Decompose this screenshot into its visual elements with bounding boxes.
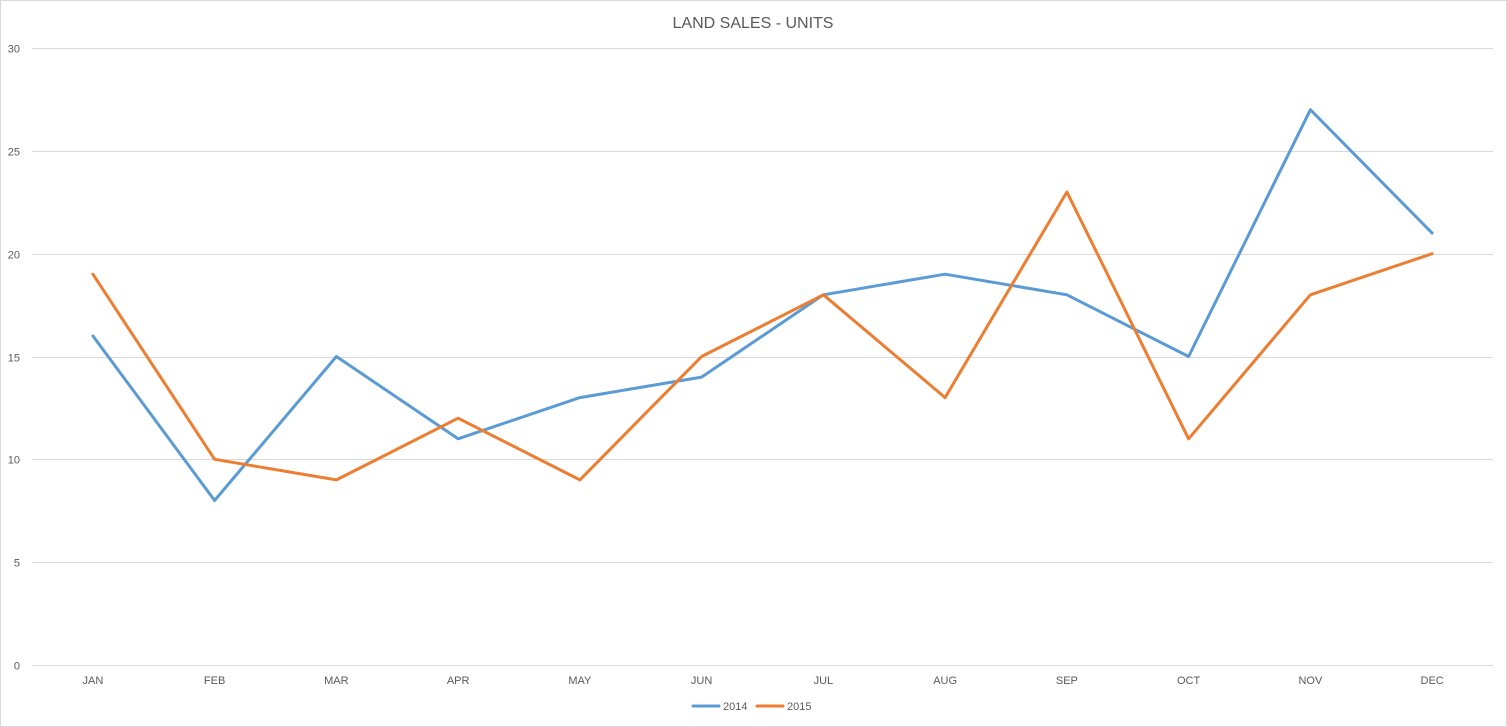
x-tick-label: AUG: [933, 675, 957, 687]
legend-label-2015: 2015: [787, 701, 811, 713]
x-tick-label: JUN: [691, 675, 712, 687]
y-tick-label: 15: [8, 353, 20, 365]
legend: 2014 2015: [691, 701, 811, 713]
y-tick-label: 0: [14, 661, 20, 673]
x-tick-label: MAY: [568, 675, 592, 687]
x-tick-label: JUL: [814, 675, 834, 687]
x-tick-label: OCT: [1177, 675, 1201, 687]
series-line-2015: [91, 190, 1434, 482]
x-tick-label: DEC: [1421, 675, 1444, 687]
series-line-2014: [91, 108, 1434, 502]
x-tick-label: NOV: [1298, 675, 1323, 687]
y-axis-tick-labels: 0 5 10 15 20 25 30: [8, 44, 20, 673]
x-tick-label: MAR: [324, 675, 349, 687]
x-tick-label: FEB: [204, 675, 225, 687]
x-tick-label: APR: [447, 675, 470, 687]
y-tick-label: 5: [14, 558, 20, 570]
legend-label-2014: 2014: [723, 701, 747, 713]
y-tick-label: 10: [8, 455, 20, 467]
x-tick-label: JAN: [82, 675, 103, 687]
series-lines: [91, 108, 1434, 502]
x-axis-tick-labels: JAN FEB MAR APR MAY JUN JUL AUG SEP OCT NOV DEC: [82, 675, 1443, 687]
x-tick-label: SEP: [1056, 675, 1078, 687]
chart-title: LAND SALES - UNITS: [673, 15, 834, 32]
y-tick-label: 25: [8, 147, 20, 159]
y-tick-label: 20: [8, 250, 20, 262]
gridlines: [32, 48, 1493, 666]
y-tick-label: 30: [8, 44, 20, 56]
